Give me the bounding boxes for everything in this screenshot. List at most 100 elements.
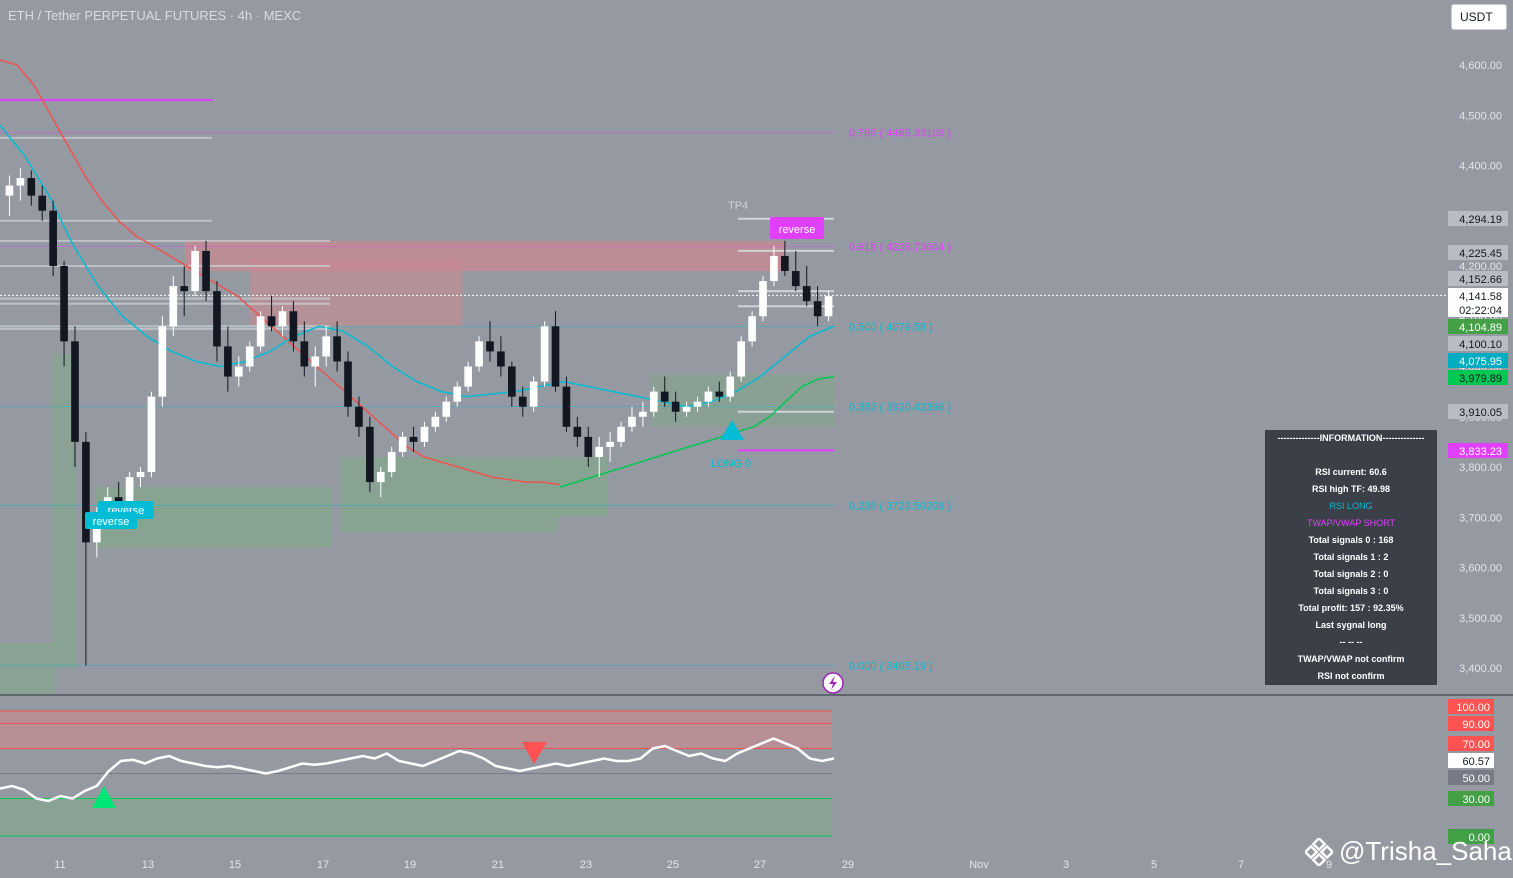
reverse-signal-box (770, 217, 824, 239)
candle-body (508, 366, 516, 397)
info-line: TWAP/VWAP SHORT (1306, 518, 1395, 528)
rsi-line (0, 737, 835, 803)
candle-body (497, 351, 505, 367)
time-axis-tick: 21 (492, 859, 504, 871)
candle-body (245, 346, 254, 367)
price-axis-label: 02:22:04 (1459, 305, 1502, 317)
demand-zone (650, 374, 834, 427)
rsi-axis-label-bg (1448, 716, 1494, 731)
watermark-text: @Trisha_Saha (1339, 836, 1512, 866)
candle-body (93, 517, 101, 543)
price-axis-label-bg (1448, 404, 1508, 419)
rsi-axis-label: 30.00 (1462, 794, 1490, 806)
time-axis-tick: 23 (580, 859, 592, 871)
price-axis-tick: 3,400.00 (1459, 663, 1502, 675)
candle-body (486, 341, 494, 352)
rsi-axis-label-bg (1448, 791, 1494, 806)
info-line: Total signals 0 : 168 (1308, 535, 1394, 545)
price-axis-label: 4,225.45 (1459, 248, 1502, 260)
candle-body (278, 311, 287, 327)
price-axis-tick: 3,500.00 (1459, 613, 1502, 625)
reverse-signal-label: reverse (93, 516, 130, 528)
candle-body (300, 341, 309, 367)
demand-zone (0, 642, 55, 695)
time-axis-tick: 11 (54, 859, 65, 871)
candle-body (60, 266, 68, 342)
candle-body (529, 381, 538, 407)
tp4-label: TP4 (728, 200, 748, 212)
candle-body (16, 178, 25, 186)
candle-body (344, 361, 352, 407)
candle-body (660, 391, 669, 402)
info-line: -- -- -- (1339, 637, 1363, 647)
time-axis-tick: 3 (1063, 859, 1069, 871)
information-panel: --------------INFORMATION-------------- … (1265, 430, 1437, 685)
price-axis-label: 4,104.89 (1459, 322, 1502, 334)
info-line: Total signals 1 : 2 (1313, 552, 1389, 562)
binance-logo-icon (1305, 837, 1333, 866)
candle-body (737, 341, 745, 377)
candle-body (49, 210, 57, 266)
candle-body (475, 341, 483, 367)
candle-body (606, 441, 614, 447)
currency-button[interactable]: USDT (1451, 4, 1507, 30)
candle-body (682, 406, 691, 412)
candle-body (234, 366, 243, 377)
time-axis-tick: 7 (1238, 859, 1244, 871)
price-axis-label: 3,979.89 (1459, 373, 1502, 385)
rsi-axis-label-bg (1448, 699, 1494, 714)
rsi-axis-label: 100.00 (1456, 702, 1490, 714)
candle-body (38, 195, 47, 211)
candle-body (671, 401, 680, 412)
candle-body (748, 316, 756, 342)
info-line: TWAP/VWAP not confirm (1297, 654, 1405, 664)
fib-level-label: 0.618 ( 4238.73604 ) (849, 242, 951, 254)
price-axis-label-bg (1448, 336, 1508, 351)
long-signal-triangle (720, 420, 744, 440)
rsi-axis-label-bg (1448, 736, 1494, 751)
candle-body (387, 451, 396, 473)
price-axis-tick: 3,700.00 (1459, 512, 1502, 524)
candle-body (639, 411, 647, 417)
candle-body (693, 401, 702, 407)
candle-body (322, 336, 330, 357)
price-axis-label: 3,833.23 (1459, 446, 1502, 458)
candle-body (628, 416, 636, 427)
info-line: Total signals 3 : 0 (1313, 586, 1389, 596)
candle-body (791, 271, 800, 287)
price-axis-tick: 3,800.00 (1459, 462, 1502, 474)
price-axis-label-bg (1448, 370, 1508, 385)
fib-level-label: 0.236 ( 3723.50208 ) (849, 500, 951, 512)
ma-red-line (0, 59, 561, 486)
candle-body (180, 286, 189, 292)
price-axis-tick: 4,600.00 (1459, 60, 1502, 72)
info-line: Last sygnal long (1315, 620, 1387, 630)
candle-body (617, 426, 625, 442)
chart-title: ETH / Tether PERPETUAL FUTURES · 4h · ME… (8, 8, 302, 23)
candle-body (147, 396, 156, 473)
time-axis-tick: 17 (317, 859, 329, 871)
price-axis-label-bg (1448, 353, 1508, 368)
fib-level-label: 0.382 ( 3920.42396 ) (849, 401, 951, 413)
time-axis-tick: 19 (404, 859, 416, 871)
candle-body (71, 341, 79, 442)
rsi-oversold-zone (0, 798, 832, 836)
candle-body (770, 255, 778, 282)
fib-level-label: 0.786 ( 4465.33108 ) (849, 128, 951, 140)
rsi-axis-label-bg (1448, 770, 1494, 785)
candle-body (158, 326, 167, 397)
info-line: RSI not confirm (1317, 671, 1385, 681)
ma-green-line (559, 375, 835, 488)
candle-body (333, 336, 341, 362)
candle-body (224, 346, 232, 377)
time-axis-tick: 25 (667, 859, 679, 871)
candle-body (759, 281, 767, 317)
rsi-axis-label-bg (1448, 829, 1494, 844)
time-axis-tick: 13 (142, 859, 154, 871)
candle-body (802, 286, 811, 302)
candle-body (781, 255, 789, 272)
rsi-axis-label: 70.00 (1462, 739, 1490, 751)
time-axis-tick: 9 (1326, 859, 1332, 871)
rsi-axis-label: 50.00 (1462, 773, 1490, 785)
